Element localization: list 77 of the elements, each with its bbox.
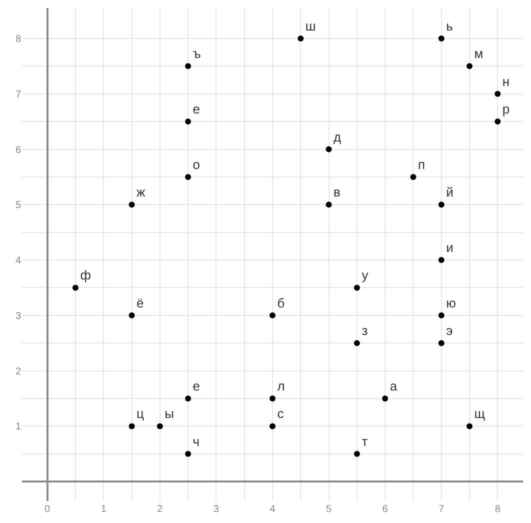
data-label: ц: [136, 406, 145, 422]
point: [128, 202, 135, 208]
data-label: э: [446, 323, 454, 338]
y-tick-label: 3: [15, 310, 22, 322]
x-tick-label: 7: [438, 504, 445, 515]
point: [270, 396, 276, 402]
point: [466, 63, 473, 70]
point: [185, 450, 192, 457]
y-tick-label: 8: [15, 34, 22, 45]
data-label: ю: [446, 295, 456, 310]
data-label: е: [192, 102, 200, 117]
data-label: р: [502, 102, 510, 117]
data-label: н: [502, 74, 510, 89]
data-label: п: [418, 156, 426, 172]
point: [270, 312, 276, 318]
point: [382, 396, 388, 402]
point: [354, 284, 360, 291]
point: [438, 312, 444, 318]
data-label: ж: [136, 184, 146, 200]
y-tick-label: 1: [15, 422, 22, 433]
y-tick-label: 4: [15, 256, 22, 267]
point: [466, 423, 473, 430]
point: [438, 257, 444, 264]
point: [270, 423, 276, 430]
data-label: й: [446, 184, 454, 200]
data-label: ф: [80, 268, 92, 283]
point: [298, 35, 304, 42]
data-label: у: [362, 268, 369, 283]
data-label: б: [277, 295, 285, 310]
point: [438, 340, 444, 346]
data-label: в: [334, 184, 341, 200]
data-label: е: [192, 378, 200, 394]
data-label: щ: [474, 406, 486, 422]
x-tick-label: 0: [44, 504, 51, 515]
point: [410, 174, 416, 180]
data-label: ш: [305, 18, 316, 34]
point: [326, 202, 332, 208]
point: [185, 63, 192, 70]
x-tick-label: 5: [326, 504, 332, 515]
point: [494, 90, 501, 97]
x-tick-label: 2: [157, 504, 164, 515]
point: [185, 174, 192, 180]
point: [185, 118, 192, 125]
x-tick-label: 6: [382, 504, 388, 515]
x-tick-label: 8: [494, 504, 501, 515]
data-label: д: [334, 129, 342, 144]
x-tick-label: 3: [213, 504, 220, 515]
data-label: а: [390, 378, 398, 394]
data-label: с: [277, 406, 284, 422]
data-label: л: [277, 378, 285, 394]
point: [156, 423, 163, 430]
x-tick-label: 1: [100, 504, 107, 515]
y-tick-label: 6: [15, 144, 22, 156]
point: [326, 146, 332, 152]
data-label: и: [446, 240, 454, 256]
data-label: ё: [136, 295, 144, 310]
y-tick-label: 2: [15, 366, 22, 378]
point: [128, 312, 135, 318]
point: [72, 284, 78, 291]
data-label: ы: [164, 406, 174, 422]
point: [494, 118, 501, 125]
data-label: з: [362, 323, 368, 338]
data-label: т: [362, 434, 368, 449]
point: [438, 35, 444, 42]
y-tick-label: 7: [15, 89, 22, 100]
data-label: м: [474, 46, 484, 62]
point: [354, 450, 360, 457]
point: [185, 396, 192, 402]
x-tick-label: 4: [270, 504, 276, 515]
data-label: о: [192, 156, 200, 172]
data-label: ъ: [192, 46, 201, 62]
point: [128, 423, 135, 430]
y-tick-label: 5: [15, 200, 22, 212]
data-label: ч: [192, 434, 200, 449]
point: [354, 340, 360, 346]
point: [438, 202, 444, 208]
data-label: ь: [446, 18, 454, 34]
